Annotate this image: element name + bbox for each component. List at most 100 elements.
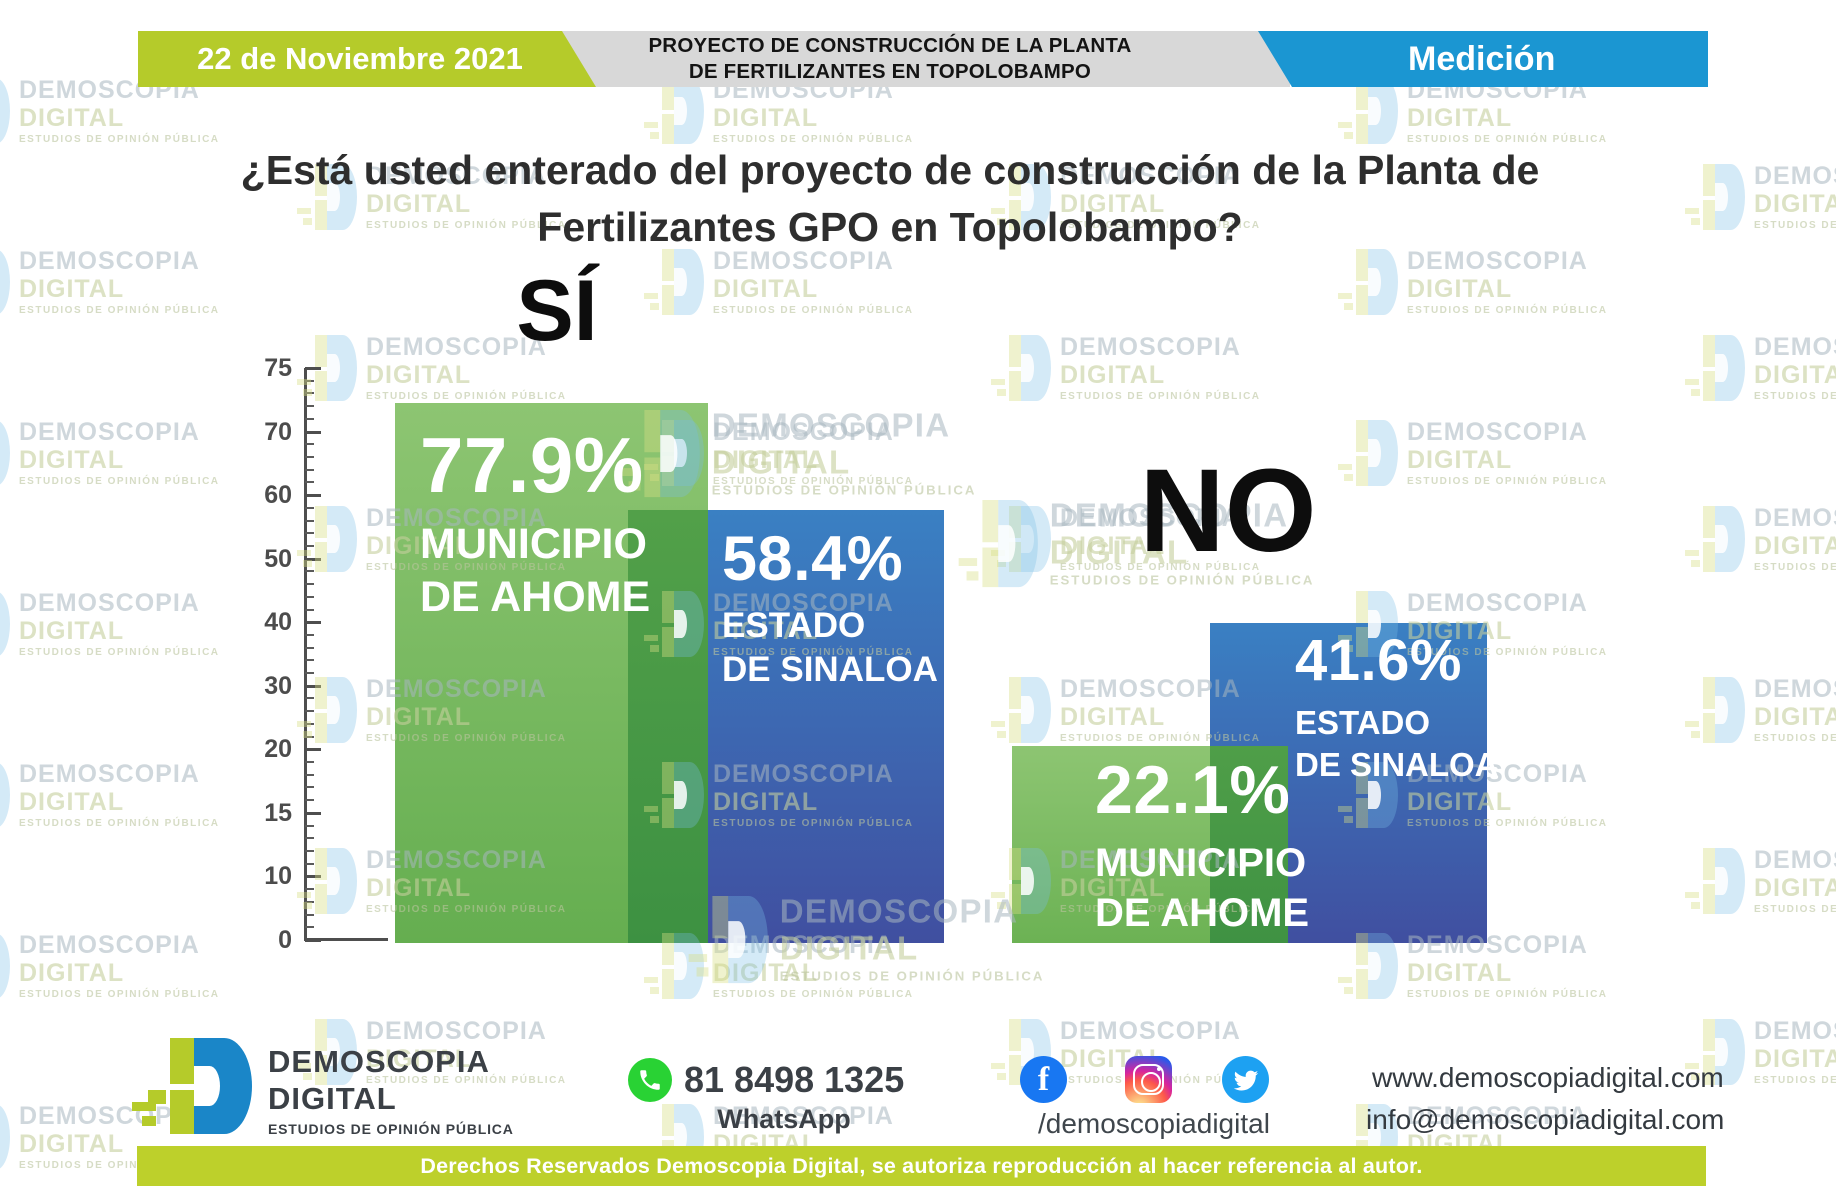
y-axis-minor-tick [305, 786, 314, 789]
y-axis-minor-tick [305, 824, 314, 827]
y-axis-major-tick [305, 494, 321, 498]
y-axis-minor-tick [305, 646, 314, 649]
twitter-icon[interactable] [1222, 1056, 1269, 1103]
question-title-line1: ¿Está usted enterado del proyecto de con… [240, 147, 1540, 193]
email-link[interactable]: info@demoscopiadigital.com [1366, 1104, 1725, 1135]
whatsapp-label: WhatsApp [717, 1104, 851, 1134]
y-axis-minor-tick [305, 672, 314, 675]
header-badge-text: Medición [1408, 39, 1556, 78]
y-axis-minor-tick [305, 850, 314, 853]
y-axis-minor-tick [305, 544, 314, 547]
y-axis-major-tick [305, 811, 321, 815]
y-axis-tick-label: 0 [278, 926, 292, 954]
y-axis-major-tick [305, 367, 321, 370]
bar-label-si-ahome: 77.9% MUNICIPIO DE AHOME [420, 426, 650, 624]
header-project-line2: DE FERTILIZANTES EN TOPOLOBAMPO [688, 60, 1092, 83]
y-axis-minor-tick [305, 900, 314, 903]
y-axis-minor-tick [305, 862, 314, 865]
question-title-line2: Fertilizantes GPO en Topolobampo? [537, 204, 1243, 250]
series-label-line2: DE SINALOA [722, 650, 938, 689]
series-label-line2: DE SINALOA [1295, 746, 1499, 783]
series-label-line1: MUNICIPIO [1095, 841, 1307, 885]
y-axis-minor-tick [305, 570, 314, 573]
twitter-bird-glyph [1233, 1070, 1258, 1090]
series-label-line1: MUNICIPIO [420, 520, 647, 568]
bar-label-no-ahome: 22.1% MUNICIPIO DE AHOME [1095, 756, 1309, 938]
value-label: 41.6% [1295, 628, 1462, 693]
category-label-si: SÍ [516, 263, 598, 359]
footer-brand-line3: ESTUDIOS DE OPINIÓN PÚBLICA [268, 1121, 514, 1137]
category-label-no: NO [1139, 445, 1317, 577]
y-axis-tick-label: 75 [264, 354, 292, 382]
y-axis-minor-tick [305, 710, 314, 713]
instagram-frame [1133, 1064, 1164, 1095]
y-axis-minor-tick [305, 532, 314, 535]
header-project-line1: PROYECTO DE CONSTRUCCIÓN DE LA PLANTA [648, 34, 1132, 57]
bar-label-si-sinaloa: 58.4% ESTADO DE SINALOA [722, 528, 938, 692]
y-axis-minor-tick [305, 913, 314, 916]
header-date-box: 22 de Noviembre 2021 [138, 31, 596, 87]
y-axis-minor-tick [305, 583, 314, 586]
phone-glyph [640, 1070, 660, 1090]
y-axis-minor-tick [305, 799, 314, 802]
legal-text: Derechos Reservados Demoscopia Digital, … [420, 1153, 1423, 1178]
y-axis-tick-label: 40 [264, 608, 292, 637]
y-axis-tick-label: 15 [264, 798, 292, 827]
series-label: MUNICIPIO DE AHOME [1095, 838, 1309, 938]
y-axis-major-tick [305, 557, 321, 561]
header-project-title: PROYECTO DE CONSTRUCCIÓN DE LA PLANTA DE… [540, 31, 1240, 87]
instagram-icon[interactable] [1125, 1056, 1172, 1103]
bar-si-estado-sinaloa [708, 510, 944, 943]
value-label: 77.9% [420, 421, 644, 509]
y-axis-line [304, 368, 307, 941]
y-axis-minor-tick [305, 417, 314, 420]
footer-brand-line2: DIGITAL [268, 1081, 397, 1116]
y-axis-minor-tick [305, 633, 314, 636]
y-axis-minor-tick [305, 519, 314, 522]
y-axis-major-tick [305, 939, 321, 942]
whatsapp-number[interactable]: 81 8498 1325 [684, 1059, 905, 1100]
y-axis-tick-label: 10 [264, 862, 292, 891]
instagram-dot [1157, 1067, 1161, 1071]
y-axis-major-tick [305, 748, 321, 752]
y-axis-tick-label: 30 [264, 671, 292, 700]
header-date-text: 22 de Noviembre 2021 [197, 41, 523, 76]
y-axis-minor-tick [305, 837, 314, 840]
series-label-line2: DE AHOME [420, 573, 651, 621]
y-axis-major-tick [305, 621, 321, 625]
facebook-icon[interactable]: f [1020, 1056, 1067, 1103]
website-link[interactable]: www.demoscopiadigital.com [1372, 1062, 1724, 1093]
y-axis-minor-tick [305, 455, 314, 458]
series-label-line2: DE AHOME [1095, 891, 1310, 935]
question-title: ¿Está usted enterado del proyecto de con… [220, 142, 1560, 256]
y-axis-minor-tick [305, 392, 314, 395]
demoscopia-logo-icon [128, 1038, 258, 1134]
y-axis-major-tick [305, 430, 321, 434]
y-axis-minor-tick [305, 735, 314, 738]
y-axis-minor-tick [305, 443, 314, 446]
y-axis-minor-tick [305, 722, 314, 725]
y-axis-minor-tick [305, 506, 314, 509]
legal-strip: Derechos Reservados Demoscopia Digital, … [137, 1146, 1706, 1186]
series-label: ESTADO DE SINALOA [722, 604, 938, 692]
bar-si-overlap [628, 510, 708, 943]
value-label: 58.4% [722, 524, 904, 594]
y-axis-minor-tick [305, 608, 314, 611]
series-label-line1: ESTADO [1295, 704, 1431, 741]
y-axis-minor-tick [305, 926, 314, 929]
y-axis-tick-label: 20 [264, 735, 292, 764]
y-axis-minor-tick [305, 595, 314, 598]
header-measure-badge: Medición [1258, 31, 1708, 87]
series-label-line1: ESTADO [722, 606, 866, 645]
y-axis-minor-tick [305, 659, 314, 662]
y-axis-minor-tick [305, 761, 314, 764]
instagram-lens [1140, 1071, 1161, 1092]
y-axis-minor-tick [305, 379, 314, 382]
y-axis-major-tick [305, 684, 321, 688]
y-axis-minor-tick [305, 468, 314, 471]
x-axis-baseline [304, 938, 388, 941]
whatsapp-icon[interactable] [628, 1058, 672, 1102]
footer-brand: DEMOSCOPIA DIGITAL ESTUDIOS DE OPINIÓN P… [268, 1046, 514, 1136]
